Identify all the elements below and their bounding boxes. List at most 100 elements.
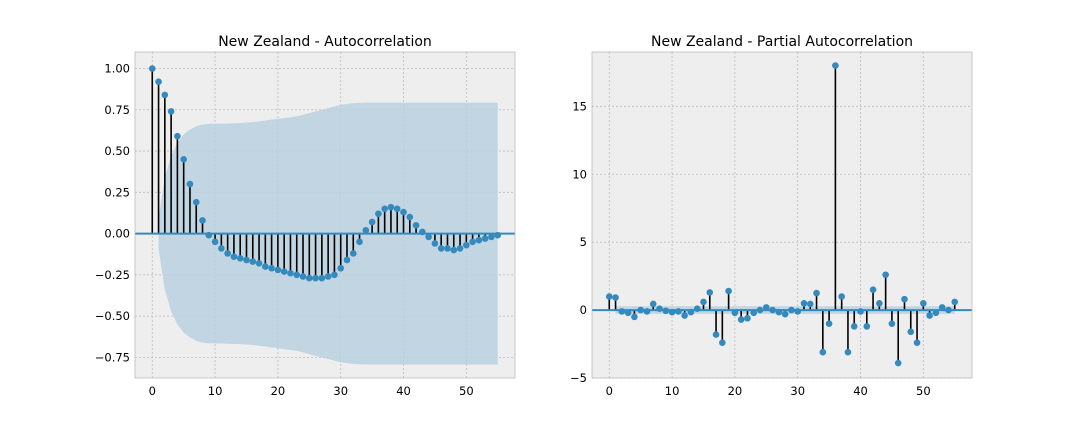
marker-lag-49 <box>913 339 921 346</box>
marker-lag-45 <box>888 320 896 327</box>
marker-lag-52 <box>475 236 483 244</box>
y-tick-label: 0 <box>580 303 587 317</box>
marker-lag-28 <box>324 273 332 280</box>
marker-lag-44 <box>425 233 432 241</box>
marker-lag-27 <box>775 308 783 316</box>
marker-lag-40 <box>857 308 864 315</box>
marker-lag-43 <box>876 299 883 307</box>
marker-lag-26 <box>769 306 776 314</box>
axes-frame <box>591 51 973 379</box>
marker-lag-10 <box>211 238 219 246</box>
marker-lag-30 <box>337 264 345 272</box>
marker-lag-25 <box>305 274 313 282</box>
y-tick-label: 5 <box>580 235 587 249</box>
marker-lag-33 <box>813 289 820 297</box>
marker-lag-29 <box>331 271 338 279</box>
marker-lag-31 <box>800 299 808 307</box>
marker-lag-20 <box>274 266 282 274</box>
marker-lag-42 <box>412 222 420 229</box>
marker-lag-19 <box>725 287 732 295</box>
marker-lag-34 <box>362 226 370 234</box>
marker-lag-29 <box>788 306 795 314</box>
marker-lag-2 <box>618 308 626 315</box>
x-tick-label: 20 <box>271 384 286 398</box>
marker-lag-39 <box>393 205 401 213</box>
marker-lag-25 <box>762 304 770 311</box>
marker-lag-11 <box>218 245 225 252</box>
y-tick-label: −0.75 <box>95 350 130 364</box>
marker-lag-53 <box>481 235 489 242</box>
marker-lag-8 <box>656 305 663 313</box>
y-tick-label: 0.25 <box>104 185 130 199</box>
marker-lag-1 <box>155 78 162 86</box>
pacf-title: New Zealand - Partial Autocorrelation <box>651 34 913 50</box>
y-tick-label: 0.75 <box>104 103 130 117</box>
marker-lag-47 <box>901 295 908 303</box>
marker-lag-16 <box>249 258 257 265</box>
marker-lag-13 <box>687 308 695 316</box>
marker-lag-38 <box>387 203 395 211</box>
marker-lag-19 <box>268 264 275 272</box>
marker-lag-5 <box>180 155 187 163</box>
marker-lag-23 <box>293 271 301 279</box>
marker-lag-51 <box>469 238 476 246</box>
marker-lag-21 <box>280 268 288 275</box>
marker-lag-37 <box>381 205 388 213</box>
marker-lag-47 <box>444 245 451 252</box>
marker-lag-35 <box>368 218 376 226</box>
marker-lag-36 <box>832 62 839 69</box>
y-tick-label: −0.50 <box>95 309 130 323</box>
y-tick-label: 1.00 <box>104 62 130 76</box>
x-tick-label: 10 <box>665 384 680 398</box>
marker-lag-31 <box>343 256 351 264</box>
marker-lag-32 <box>349 250 357 257</box>
marker-lag-21 <box>737 316 745 323</box>
x-tick-label: 20 <box>728 384 743 398</box>
marker-lag-9 <box>205 231 213 239</box>
marker-lag-49 <box>456 245 464 252</box>
axes-background <box>592 52 972 378</box>
marker-lag-40 <box>400 208 407 216</box>
markers <box>605 62 959 367</box>
pacf-plot: 0 10 20 30 40 50 −5 0 5 10 15 New Zealand - Partial… <box>570 34 973 398</box>
marker-lag-28 <box>781 310 789 318</box>
marker-lag-34 <box>819 348 827 356</box>
y-tick-label: 15 <box>572 99 587 113</box>
x-tick-label: 50 <box>459 384 474 398</box>
marker-lag-50 <box>920 299 927 307</box>
marker-lag-12 <box>681 312 688 319</box>
marker-lag-6 <box>643 308 651 315</box>
marker-lag-7 <box>649 300 657 308</box>
x-tick-label: 40 <box>853 384 868 398</box>
marker-lag-5 <box>637 306 644 314</box>
y-tick-label: −0.25 <box>95 268 130 282</box>
x-tick-label: 40 <box>396 384 411 398</box>
marker-lag-3 <box>624 309 632 317</box>
marker-lag-43 <box>419 228 426 236</box>
y-tick-label: −5 <box>570 371 587 385</box>
marker-lag-7 <box>192 198 200 206</box>
marker-lag-24 <box>299 273 307 280</box>
marker-lag-39 <box>850 323 858 330</box>
marker-lag-2 <box>161 91 169 99</box>
tick-labels: 0 10 20 30 40 50 −5 0 5 10 15 <box>570 99 931 398</box>
marker-lag-15 <box>243 256 250 264</box>
marker-lag-30 <box>794 308 802 315</box>
marker-lag-8 <box>199 217 206 224</box>
marker-lag-26 <box>312 274 319 282</box>
marker-lag-35 <box>825 320 833 327</box>
marker-lag-55 <box>951 298 959 306</box>
marker-lag-17 <box>255 259 263 267</box>
marker-lag-9 <box>662 307 670 315</box>
marker-lag-11 <box>675 308 682 315</box>
marker-lag-4 <box>174 132 181 140</box>
tick-labels: 0 10 20 30 40 50 −0.75 −0.50 −0.25 0.00 0.25 0.50 0.… <box>95 62 474 398</box>
marker-lag-46 <box>894 359 902 367</box>
marker-lag-51 <box>926 312 933 319</box>
marker-lag-14 <box>236 255 244 262</box>
marker-lag-14 <box>693 305 701 313</box>
marker-lag-13 <box>230 253 238 260</box>
x-tick-label: 50 <box>916 384 931 398</box>
marker-lag-6 <box>186 180 194 188</box>
